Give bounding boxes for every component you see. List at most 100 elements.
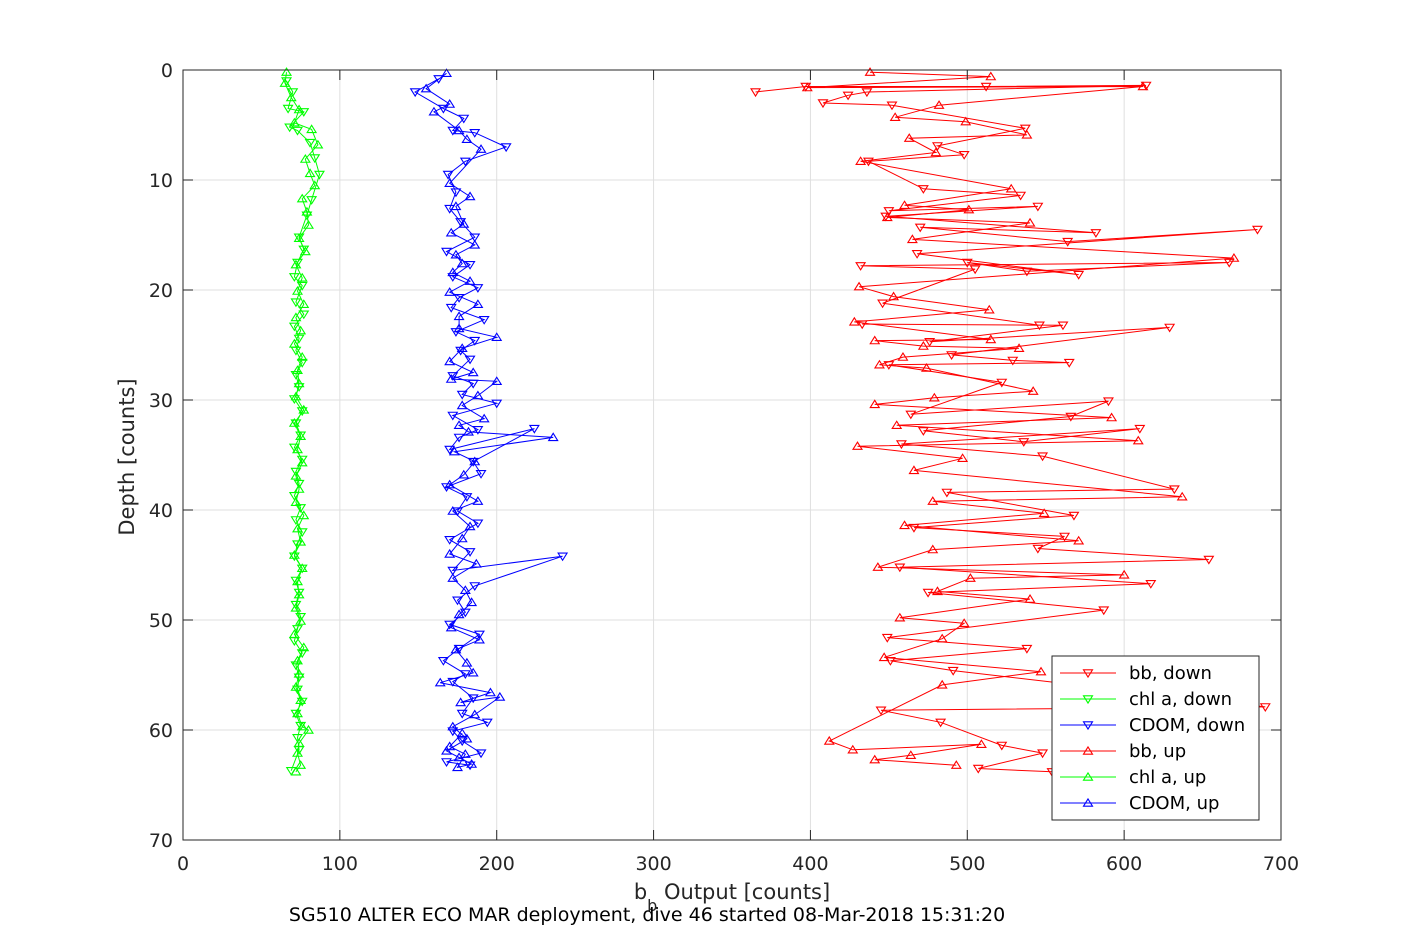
data-point	[914, 223, 926, 233]
data-point	[437, 104, 449, 114]
data-point	[1228, 253, 1240, 262]
data-point	[288, 629, 300, 638]
data-point	[931, 142, 943, 151]
data-point	[1037, 452, 1049, 462]
data-point	[288, 322, 300, 332]
data-point	[444, 479, 456, 489]
legend-item: bb, down	[1060, 663, 1212, 684]
legend-item: chl a, up	[1060, 767, 1206, 788]
data-point	[950, 760, 962, 769]
data-point	[1073, 535, 1085, 545]
data-point	[456, 258, 468, 268]
data-point	[452, 596, 463, 606]
data-point	[908, 465, 920, 475]
data-point	[800, 82, 812, 92]
x-tick-label: 300	[635, 853, 671, 875]
data-point	[292, 708, 303, 718]
data-point	[855, 156, 867, 165]
data-point	[293, 588, 305, 598]
legend-marker	[1082, 669, 1094, 679]
data-point	[428, 106, 440, 116]
data-point	[473, 630, 485, 640]
data-point	[295, 504, 307, 513]
data-point	[458, 469, 470, 479]
data-point	[445, 622, 457, 632]
data-point	[1015, 191, 1027, 201]
data-point	[288, 117, 300, 127]
data-point	[481, 718, 493, 728]
data-point	[444, 741, 456, 751]
data-point	[1035, 666, 1047, 676]
data-point	[911, 250, 923, 259]
legend-label: CDOM, down	[1129, 715, 1245, 736]
data-point	[491, 332, 503, 341]
data-point	[960, 116, 972, 126]
data-point	[472, 426, 484, 435]
data-point	[293, 104, 305, 114]
data-point	[464, 521, 476, 531]
data-point	[296, 455, 308, 465]
data-point	[450, 188, 462, 198]
y-tick-label: 0	[161, 60, 173, 82]
legend-item: CDOM, up	[1060, 793, 1219, 814]
data-point	[886, 101, 898, 111]
data-point	[450, 644, 462, 654]
y-tick-label: 40	[149, 500, 173, 522]
x-tick-label: 100	[322, 853, 358, 875]
data-point	[456, 533, 468, 543]
data-point	[292, 748, 303, 757]
data-point	[295, 616, 307, 625]
data-point	[295, 613, 307, 622]
data-point	[466, 759, 478, 768]
data-point	[957, 453, 969, 462]
series-bb-up	[801, 67, 1240, 769]
data-point	[958, 618, 970, 627]
data-point	[972, 764, 984, 774]
data-point	[290, 312, 302, 322]
legend-label: chl a, down	[1129, 689, 1232, 710]
data-point	[880, 212, 892, 222]
data-point	[917, 427, 929, 436]
figure-caption: SG510 ALTER ECO MAR deployment, dive 46 …	[288, 904, 1006, 926]
data-point	[1032, 202, 1044, 212]
y-tick-label: 30	[149, 390, 173, 412]
data-point	[983, 304, 995, 314]
data-point	[296, 528, 308, 538]
data-point	[453, 311, 465, 321]
data-point	[873, 359, 885, 369]
data-point	[941, 488, 953, 498]
data-point	[295, 431, 307, 440]
data-point	[1164, 323, 1176, 333]
data-point	[444, 178, 456, 187]
data-point	[447, 411, 459, 421]
data-point	[936, 679, 948, 689]
legend: bb, down chl a, down CDOM, down bb, up chl a…	[1051, 655, 1260, 821]
data-point	[279, 78, 291, 87]
data-point	[282, 104, 294, 114]
data-point	[461, 493, 473, 502]
axes-box	[182, 69, 1282, 841]
data-point	[1021, 129, 1033, 139]
y-tick-label: 70	[149, 830, 173, 852]
data-point	[445, 374, 457, 383]
data-point	[1118, 569, 1130, 579]
data-point	[817, 99, 829, 109]
data-point	[453, 609, 465, 619]
data-point	[459, 585, 471, 594]
data-point	[1021, 267, 1033, 277]
data-point	[298, 510, 310, 520]
data-point	[985, 71, 997, 81]
data-point	[1068, 511, 1080, 521]
data-point	[1057, 321, 1069, 331]
data-point	[304, 168, 316, 178]
series-chl-a-up	[279, 67, 324, 776]
data-point	[475, 470, 487, 479]
data-point	[461, 733, 473, 743]
data-point	[299, 246, 311, 256]
data-point	[855, 262, 867, 271]
data-point	[445, 303, 457, 313]
data-point	[290, 470, 302, 480]
data-point	[491, 399, 503, 409]
data-point	[897, 352, 909, 361]
data-point	[302, 220, 314, 229]
